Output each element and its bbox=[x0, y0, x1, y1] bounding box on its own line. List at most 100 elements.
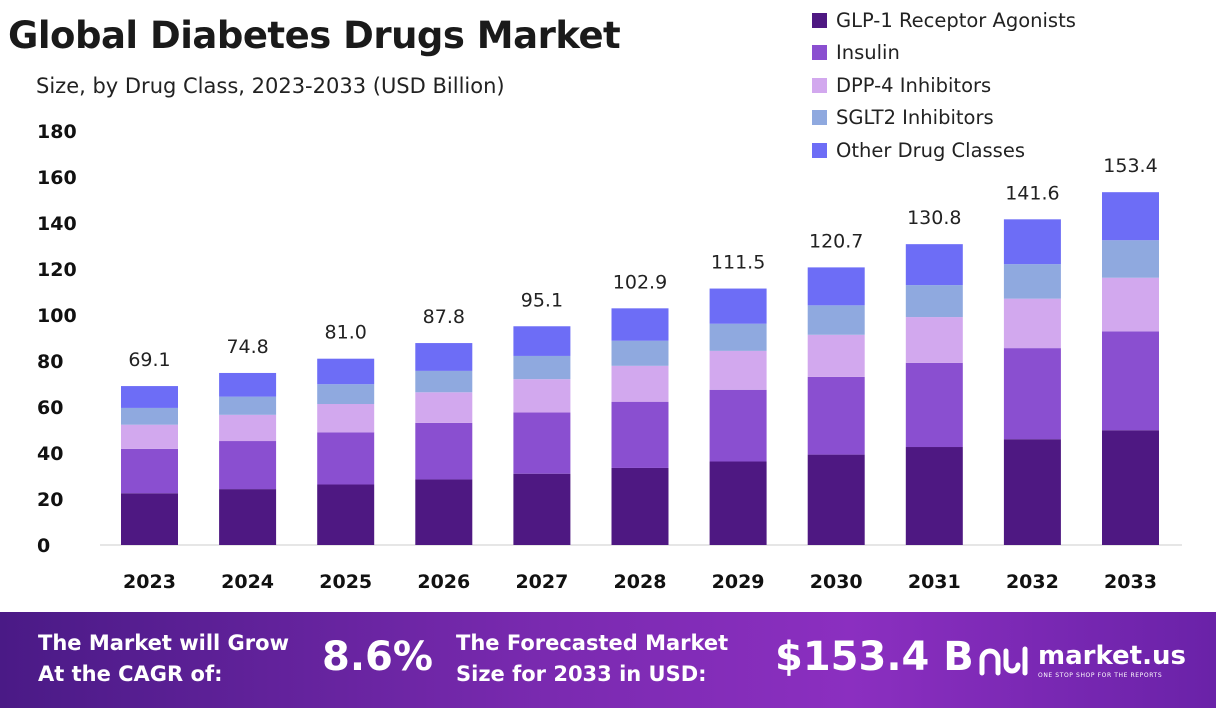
cagr-text-line1: The Market will Grow bbox=[38, 631, 289, 655]
bar-segment-dpp-4-inhibitors bbox=[317, 404, 375, 433]
bar-segment-other-drug-classes bbox=[1003, 219, 1061, 265]
legend-item: DPP-4 Inhibitors bbox=[812, 69, 1112, 102]
bar-total-label: 111.5 bbox=[711, 252, 765, 274]
chart-subtitle: Size, by Drug Class, 2023-2033 (USD Bill… bbox=[36, 74, 505, 98]
bar-segment-insulin bbox=[1102, 331, 1159, 431]
bar-total-label: 153.4 bbox=[1103, 155, 1157, 177]
bar-segment-dpp-4-inhibitors bbox=[1003, 298, 1061, 349]
forecast-value: $153.4 B bbox=[775, 634, 974, 680]
y-tick-label: 20 bbox=[37, 489, 63, 511]
bar-total-label: 69.1 bbox=[128, 349, 170, 371]
bar-segment-glp-1-receptor-agonists bbox=[121, 493, 178, 545]
x-axis: 2023 2024 2025 2026 2027 2028 2029 2030 2031 2032… bbox=[123, 571, 1157, 593]
legend-label: GLP-1 Receptor Agonists bbox=[836, 8, 1076, 32]
legend-item: GLP-1 Receptor Agonists bbox=[812, 4, 1112, 37]
bar-segment-other-drug-classes bbox=[611, 308, 669, 341]
bar-segment-other-drug-classes bbox=[1102, 192, 1159, 241]
bars-group bbox=[121, 192, 1159, 545]
legend-item: Insulin bbox=[812, 37, 1112, 70]
bar-segment-other-drug-classes bbox=[513, 326, 571, 356]
y-tick-label: 180 bbox=[37, 121, 77, 143]
bar-segment-other-drug-classes bbox=[807, 267, 865, 306]
y-tick-label: 60 bbox=[37, 397, 63, 419]
bar-segment-insulin bbox=[905, 362, 963, 448]
bar-segment-insulin bbox=[611, 401, 669, 468]
cagr-text-line2: At the CAGR of: bbox=[38, 662, 223, 686]
bar-total-label: 141.6 bbox=[1005, 182, 1059, 204]
bar-segment-dpp-4-inhibitors bbox=[415, 392, 473, 423]
bar-segment-insulin bbox=[513, 412, 571, 474]
legend-label: Other Drug Classes bbox=[836, 138, 1025, 162]
legend: GLP-1 Receptor Agonists Insulin DPP-4 Inhi… bbox=[812, 4, 1112, 167]
bar-segment-other-drug-classes bbox=[121, 386, 178, 408]
bar-segment-glp-1-receptor-agonists bbox=[611, 467, 669, 545]
bar-segment-sglt2-inhibitors bbox=[513, 355, 571, 380]
legend-swatch bbox=[812, 77, 827, 93]
bar-segment-dpp-4-inhibitors bbox=[513, 379, 571, 413]
legend-label: DPP-4 Inhibitors bbox=[836, 73, 992, 97]
chart-title: Global Diabetes Drugs Market bbox=[8, 14, 621, 57]
bar-segment-dpp-4-inhibitors bbox=[611, 365, 669, 402]
bar-segment-glp-1-receptor-agonists bbox=[905, 447, 963, 545]
x-tick-label: 2030 bbox=[810, 571, 863, 593]
total-labels: 69.1 74.8 81.0 87.8 95.1 102.9 111.5 120.7 130.8… bbox=[128, 155, 1157, 371]
forecast-text-line1: The Forecasted Market bbox=[456, 631, 729, 655]
bar-segment-dpp-4-inhibitors bbox=[709, 350, 767, 390]
bar-segment-glp-1-receptor-agonists bbox=[1102, 430, 1159, 545]
bar-total-label: 102.9 bbox=[613, 271, 667, 293]
bar-segment-insulin bbox=[1003, 348, 1061, 440]
bar-segment-sglt2-inhibitors bbox=[317, 384, 375, 405]
bar-segment-insulin bbox=[807, 376, 865, 455]
bar-segment-glp-1-receptor-agonists bbox=[1003, 439, 1061, 545]
legend-swatch bbox=[812, 45, 827, 61]
bar-segment-insulin bbox=[121, 448, 178, 494]
cagr-value: 8.6% bbox=[322, 634, 433, 680]
bar-segment-glp-1-receptor-agonists bbox=[709, 461, 767, 545]
legend-swatch bbox=[812, 142, 827, 158]
bar-segment-dpp-4-inhibitors bbox=[905, 317, 963, 363]
legend-swatch bbox=[812, 110, 827, 126]
x-tick-label: 2031 bbox=[908, 571, 961, 593]
brand-logo[interactable]: market.us ONE STOP SHOP FOR THE REPORTS bbox=[978, 638, 1186, 684]
bar-segment-sglt2-inhibitors bbox=[807, 305, 865, 335]
x-tick-label: 2032 bbox=[1006, 571, 1059, 593]
legend-swatch bbox=[812, 12, 827, 28]
bar-segment-sglt2-inhibitors bbox=[121, 407, 178, 425]
y-tick-label: 160 bbox=[37, 167, 77, 189]
bar-segment-sglt2-inhibitors bbox=[1102, 240, 1159, 278]
bar-segment-insulin bbox=[709, 389, 767, 462]
bar-segment-glp-1-receptor-agonists bbox=[807, 454, 865, 545]
bar-segment-insulin bbox=[415, 422, 473, 480]
market-us-logo-icon bbox=[979, 646, 1028, 676]
bar-segment-sglt2-inhibitors bbox=[415, 370, 473, 393]
bar-segment-other-drug-classes bbox=[709, 288, 767, 324]
legend-label: Insulin bbox=[836, 41, 900, 65]
bar-total-label: 130.8 bbox=[907, 207, 961, 229]
brand-name: market.us bbox=[1038, 641, 1186, 671]
bar-segment-glp-1-receptor-agonists bbox=[317, 484, 375, 545]
x-tick-label: 2027 bbox=[515, 571, 568, 593]
y-tick-label: 80 bbox=[37, 351, 63, 373]
bar-segment-other-drug-classes bbox=[905, 244, 963, 286]
bar-segment-dpp-4-inhibitors bbox=[121, 424, 178, 449]
bar-segment-other-drug-classes bbox=[415, 343, 473, 371]
x-tick-label: 2029 bbox=[712, 571, 765, 593]
y-tick-label: 0 bbox=[37, 535, 50, 557]
legend-item: SGLT2 Inhibitors bbox=[812, 102, 1112, 135]
bar-segment-sglt2-inhibitors bbox=[611, 340, 669, 366]
bar-total-label: 87.8 bbox=[423, 306, 465, 328]
bar-segment-sglt2-inhibitors bbox=[905, 285, 963, 318]
x-tick-label: 2028 bbox=[614, 571, 667, 593]
bar-total-label: 74.8 bbox=[226, 336, 268, 358]
y-tick-label: 120 bbox=[37, 259, 77, 281]
bar-total-label: 81.0 bbox=[325, 322, 367, 344]
bar-total-label: 120.7 bbox=[809, 230, 863, 252]
bar-segment-dpp-4-inhibitors bbox=[807, 334, 865, 377]
bar-segment-glp-1-receptor-agonists bbox=[219, 489, 277, 545]
x-tick-label: 2033 bbox=[1104, 571, 1157, 593]
y-tick-label: 140 bbox=[37, 213, 77, 235]
forecast-text-line2: Size for 2033 in USD: bbox=[456, 662, 707, 686]
x-tick-label: 2026 bbox=[417, 571, 470, 593]
bar-segment-sglt2-inhibitors bbox=[219, 396, 277, 415]
